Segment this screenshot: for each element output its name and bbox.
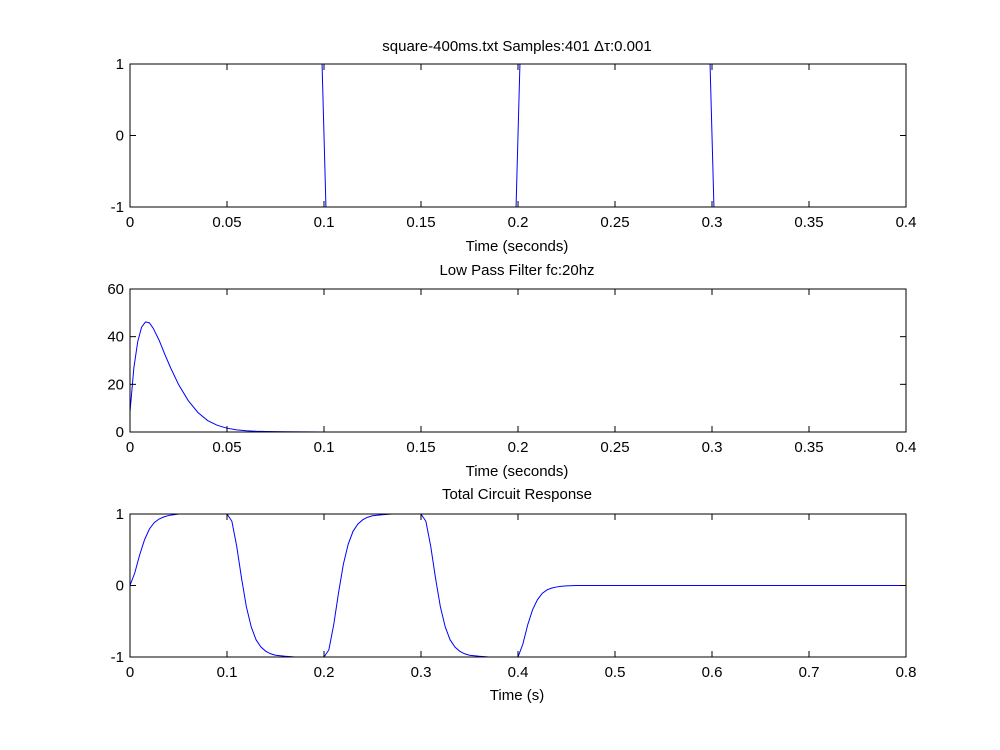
subplot-3: Total Circuit Response 0 0.1 0.2 0.3 0.4 0.5 0… — [111, 486, 917, 704]
x-tick-label: 0.05 — [212, 439, 241, 456]
x-tick-label: 0.15 — [406, 214, 435, 231]
x-tick-label: 0.2 — [508, 214, 529, 231]
subplot-1-title: square-400ms.txt Samples:401 Δτ:0.001 — [382, 38, 651, 55]
x-tick-label: 0 — [126, 664, 134, 681]
y-tick-label: 1 — [116, 56, 124, 73]
x-tick-label: 0.7 — [799, 664, 820, 681]
subplot-2-title: Low Pass Filter fc:20hz — [439, 262, 594, 279]
subplot-1-series — [130, 63, 906, 208]
subplot-3-title: Total Circuit Response — [442, 486, 592, 503]
x-tick-label: 0.05 — [212, 214, 241, 231]
y-tick-label: -1 — [111, 199, 124, 216]
subplot-1-y-ticks: -1 0 1 — [111, 56, 906, 216]
x-tick-label: 0.3 — [702, 439, 723, 456]
x-tick-label: 0.3 — [411, 664, 432, 681]
x-tick-label: 0.25 — [600, 439, 629, 456]
x-tick-label: 0 — [126, 439, 134, 456]
subplot-2-x-ticks: 0 0.05 0.1 0.15 0.2 0.25 0.3 0.35 0.4 — [126, 289, 917, 456]
subplot-3-y-ticks: -1 0 1 — [111, 506, 906, 666]
y-tick-label: 1 — [116, 506, 124, 523]
y-tick-label: 0 — [116, 578, 124, 595]
y-tick-label: 0 — [116, 424, 124, 441]
x-tick-label: 0.2 — [314, 664, 335, 681]
subplot-1-xlabel: Time (seconds) — [466, 238, 569, 255]
x-tick-label: 0.25 — [600, 214, 629, 231]
x-tick-label: 0.4 — [896, 214, 917, 231]
x-tick-label: 0 — [126, 214, 134, 231]
y-tick-label: 20 — [107, 376, 124, 393]
subplot-2-y-ticks: 0 20 40 60 — [107, 281, 906, 441]
y-tick-label: 60 — [107, 281, 124, 298]
y-tick-label: 0 — [116, 128, 124, 145]
subplot-2: Low Pass Filter fc:20hz 0 0.05 0.1 0.15 0.2 0… — [107, 262, 916, 480]
y-tick-label: -1 — [111, 649, 124, 666]
x-tick-label: 0.4 — [896, 439, 917, 456]
x-tick-label: 0.35 — [794, 214, 823, 231]
subplot-1-series-line — [130, 63, 906, 208]
x-tick-label: 0.1 — [217, 664, 238, 681]
subplot-2-xlabel: Time (seconds) — [466, 463, 569, 480]
x-tick-label: 0.2 — [508, 439, 529, 456]
x-tick-label: 0.35 — [794, 439, 823, 456]
x-tick-label: 0.6 — [702, 664, 723, 681]
subplot-1-x-ticks: 0 0.05 0.1 0.15 0.2 0.25 0.3 0.35 0.4 — [126, 64, 917, 231]
subplot-3-x-ticks: 0 0.1 0.2 0.3 0.4 0.5 0.6 0.7 0.8 — [126, 514, 917, 681]
x-tick-label: 0.5 — [605, 664, 626, 681]
subplot-3-xlabel: Time (s) — [490, 687, 544, 704]
x-tick-label: 0.8 — [896, 664, 917, 681]
x-tick-label: 0.1 — [314, 214, 335, 231]
x-tick-label: 0.15 — [406, 439, 435, 456]
x-tick-label: 0.3 — [702, 214, 723, 231]
x-tick-label: 0.1 — [314, 439, 335, 456]
x-tick-label: 0.4 — [508, 664, 529, 681]
y-tick-label: 40 — [107, 329, 124, 346]
